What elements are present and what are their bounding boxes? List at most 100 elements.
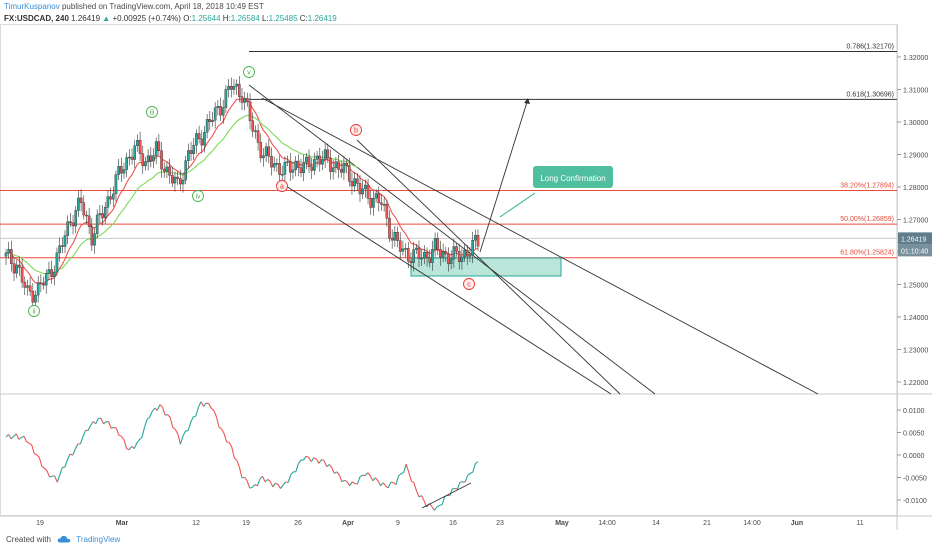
fib-label: 38.20%(1.27894) (840, 182, 894, 189)
candle-body (232, 86, 236, 90)
projection-arrow-line (479, 98, 529, 253)
candle-body (58, 245, 61, 254)
candle-body (345, 162, 348, 166)
channel-line (261, 97, 819, 395)
candle-body (219, 106, 222, 116)
osc-segment (200, 401, 204, 407)
candle-body (294, 160, 297, 171)
osc-segment (380, 482, 384, 487)
wave-label-circle (28, 305, 40, 317)
candle-body (286, 161, 289, 163)
candle-body (85, 214, 88, 217)
candle-body (329, 157, 332, 172)
osc-segment (174, 429, 179, 435)
osc-segment (236, 460, 240, 468)
osc-segment (449, 488, 453, 496)
price-tick-label: 1.29000 (903, 153, 928, 160)
candle-body (318, 155, 322, 165)
osc-segment (341, 479, 345, 483)
time-axis: 19 Mar 12 19 26 Apr 9 16 23 May 14:00 14 21 14:00 Jun 1… (36, 520, 864, 527)
candle-body (382, 204, 386, 206)
osc-segment (197, 401, 202, 408)
candle-body (66, 221, 69, 236)
osc-segment (344, 479, 348, 483)
osc-segment (79, 436, 84, 445)
candle-body (128, 156, 131, 159)
fib-label: 0.618(1.30696) (847, 91, 894, 98)
osc-segment (241, 476, 245, 479)
osc-segment (367, 472, 371, 477)
open-label: O: (183, 14, 192, 23)
time-tick-label: 16 (449, 520, 457, 527)
candle-body (321, 159, 324, 165)
osc-segment (472, 463, 476, 473)
osc-segment (315, 458, 320, 464)
candle-body (310, 166, 314, 171)
price-tick-label: 1.25000 (903, 283, 928, 290)
candle-body (441, 251, 445, 258)
osc-segment (261, 475, 266, 483)
candle-body (246, 98, 249, 103)
time-tick-label: 19 (242, 520, 250, 527)
candle-body (259, 142, 263, 159)
candle-body (20, 267, 24, 283)
change-arrow-icon: ▲ (102, 14, 111, 23)
candle-body (44, 273, 48, 286)
candle-body (181, 179, 185, 185)
candle-body (39, 282, 43, 285)
osc-segment (193, 415, 196, 418)
osc-segment (436, 504, 440, 508)
osc-segment (256, 478, 261, 486)
tradingview-brand-link[interactable]: TradingView (76, 535, 121, 544)
osc-segment (74, 443, 79, 450)
wave-label: iv (195, 194, 201, 201)
osc-segment (408, 471, 412, 482)
candle-body (315, 155, 319, 160)
time-tick-label: Apr (342, 520, 354, 527)
osc-segment (177, 434, 181, 445)
candle-body (460, 256, 464, 262)
projection-arrow-head-icon (524, 98, 530, 104)
tradingview-cloud-icon (57, 535, 71, 543)
long-confirmation-callout[interactable]: Long Confirmation (499, 166, 613, 218)
candle-body (28, 285, 32, 292)
osc-segment (26, 441, 30, 444)
osc-segment (362, 474, 366, 477)
osc-segment (36, 454, 40, 458)
candle-body (288, 161, 292, 173)
candle-body (111, 193, 115, 200)
candle-body (125, 157, 128, 170)
osc-segment (346, 481, 351, 487)
symbol-name[interactable]: FX:USDCAD, 240 (4, 14, 69, 23)
candle-body (457, 251, 461, 262)
candle-body (350, 181, 354, 187)
osc-segment (149, 411, 153, 418)
candle-body (55, 252, 59, 273)
wave-label: c (467, 282, 471, 289)
candle-body (272, 163, 276, 168)
fib-label: 0.786(1.32170) (847, 43, 894, 50)
price-tick-label: 1.27000 (903, 218, 928, 225)
candle-body (146, 155, 150, 162)
osc-segment (364, 472, 369, 476)
symbol-info: FX:USDCAD, 240 1.26419 ▲ +0.00925 (+0.74… (4, 14, 337, 24)
time-tick-label: 14 (652, 520, 660, 527)
channel-line (356, 139, 621, 395)
osc-segment (126, 448, 130, 451)
last-price: 1.26419 (71, 14, 101, 23)
candle-body (154, 141, 158, 156)
candle-body (342, 162, 346, 173)
time-tick-label: 12 (192, 520, 200, 527)
osc-segment (213, 410, 217, 417)
publish-info: published on TradingView.com, April 18, … (61, 2, 264, 11)
candle-body (12, 263, 16, 274)
candle-body (420, 257, 423, 260)
osc-segment (280, 484, 284, 489)
time-tick-label: 19 (36, 520, 44, 527)
candle-body (138, 140, 142, 154)
osc-segment (238, 466, 243, 479)
wave-label-circle (276, 180, 288, 192)
candle-body (270, 156, 273, 168)
author-link[interactable]: TimurKuspanov (4, 2, 60, 11)
